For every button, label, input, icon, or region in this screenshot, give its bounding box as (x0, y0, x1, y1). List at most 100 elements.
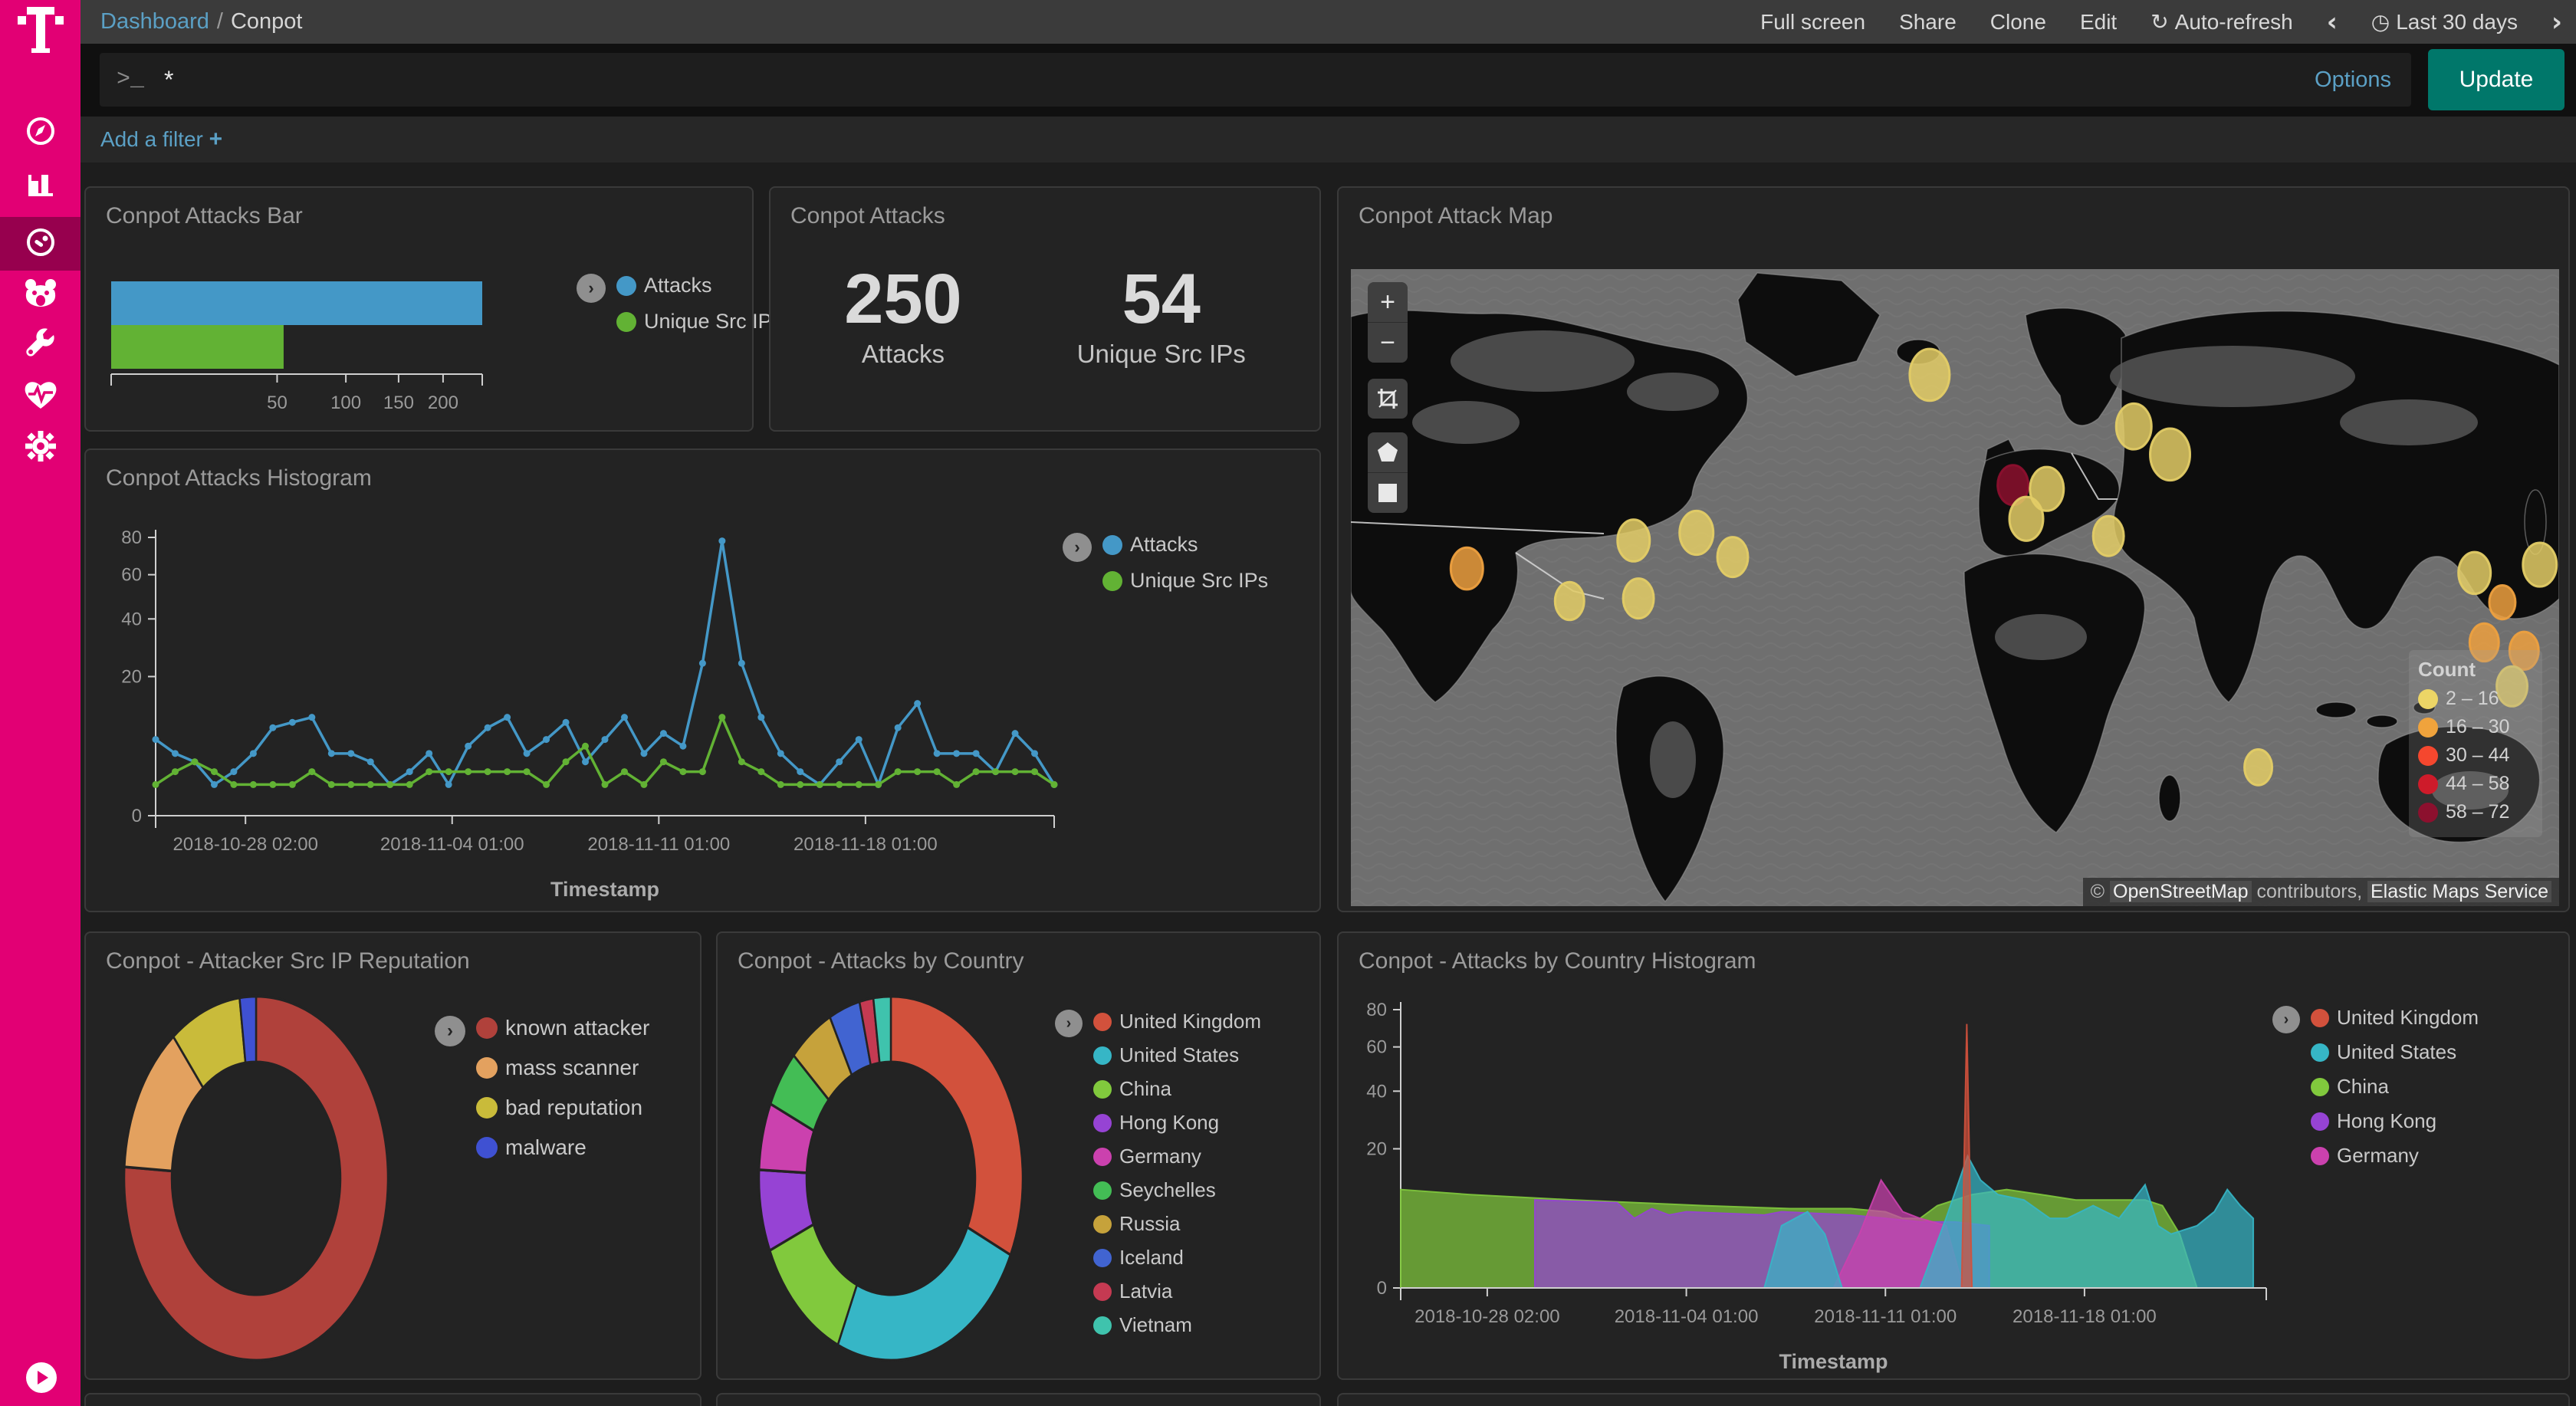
terminal-prompt-icon: >_ (117, 67, 145, 93)
svg-text:2018-11-11 01:00: 2018-11-11 01:00 (587, 834, 730, 855)
legend-item[interactable]: United States (1093, 1043, 1261, 1067)
menu-item[interactable]: Share (1899, 9, 1957, 34)
legend-item[interactable]: United Kingdom (2311, 1006, 2479, 1030)
legend-item[interactable]: United Kingdom (1093, 1010, 1261, 1033)
legend-item[interactable]: Germany (1093, 1145, 1261, 1168)
legend-item[interactable]: Iceland (1093, 1246, 1261, 1270)
svg-text:200: 200 (428, 393, 458, 413)
legend-label: Unique Src IPs (1130, 569, 1269, 592)
refresh-icon: ↻ (2150, 9, 2169, 34)
panel-title: Conpot Attacks Histogram (106, 465, 372, 491)
legend-item[interactable]: China (1093, 1077, 1261, 1101)
sidebar-item-monitoring[interactable] (0, 370, 80, 423)
legend-item[interactable]: mass scanner (476, 1056, 649, 1080)
legend-item[interactable]: Attacks (616, 274, 782, 297)
map-legend-item: 58 – 72 (2418, 801, 2533, 823)
legend-item[interactable]: United States (2311, 1040, 2479, 1064)
svg-text:Timestamp: Timestamp (550, 878, 659, 901)
menu-item-chevron-left-icon[interactable]: ‹ (2327, 9, 2338, 35)
options-link[interactable]: Options (2315, 67, 2391, 92)
attacks-bar-chart[interactable]: 50 100 150 200 (86, 188, 752, 430)
svg-text:2018-11-04 01:00: 2018-11-04 01:00 (380, 834, 524, 855)
sidebar-item-discover[interactable] (0, 106, 80, 159)
draw-rectangle-icon[interactable] (1368, 473, 1408, 513)
draw-polygon-icon[interactable] (1368, 432, 1408, 473)
country-donut-chart[interactable] (718, 933, 1319, 1378)
menu-item-chevron-right-icon[interactable]: › (2551, 9, 2562, 35)
zoom-out-button[interactable]: − (1380, 327, 1395, 357)
legend-toggle-chevron-icon[interactable]: › (1063, 533, 1092, 562)
legend-item[interactable]: malware (476, 1135, 649, 1160)
sidebar-item-tpot[interactable] (0, 268, 80, 322)
legend-item[interactable]: Unique Src IPs (616, 310, 782, 333)
top-navigation-bar: Dashboard / Conpot Full screen Share Clone Ed… (80, 0, 2576, 44)
svg-text:2018-11-18 01:00: 2018-11-18 01:00 (2013, 1306, 2157, 1327)
legend-item[interactable]: Unique Src IPs (1102, 569, 1268, 593)
country-area-chart[interactable]: 0 20 40 60 80 2018-10-28 02:00 2018-11-04 01:0… (1339, 933, 2568, 1378)
osm-link[interactable]: OpenStreetMap (2110, 881, 2252, 902)
map-legend-dot (2418, 717, 2438, 737)
legend-label: Germany (1119, 1145, 1201, 1168)
ems-link[interactable]: Elastic Maps Service (2367, 881, 2551, 902)
metric-unique-ips: 54 Unique Src IPs (1077, 260, 1246, 369)
legend-item[interactable]: bad reputation (476, 1096, 649, 1120)
world-map[interactable]: + − C (1351, 269, 2559, 906)
menu-item-refresh-icon[interactable]: ↻ Auto-refresh (2150, 9, 2293, 34)
breadcrumb-dashboard-link[interactable]: Dashboard (100, 9, 209, 34)
legend-item[interactable]: China (2311, 1075, 2479, 1099)
legend-color-dot (2311, 1008, 2329, 1027)
legend-color-dot (1093, 1079, 1112, 1099)
legend-label: Hong Kong (2337, 1109, 2437, 1132)
chevron-left-icon: ‹ (2326, 6, 2338, 38)
panel-title: Conpot - Attacks by Country Histogram (1359, 948, 1756, 974)
plus-icon: + (209, 126, 223, 152)
panel-title: Conpot - Attacker Src IP Reputation (106, 948, 470, 974)
legend-toggle-chevron-icon[interactable]: › (2272, 1006, 2300, 1033)
menu-item[interactable]: Edit (2079, 9, 2118, 34)
legend-item[interactable]: Latvia (1093, 1280, 1261, 1303)
legend-item[interactable]: Seychelles (1093, 1178, 1261, 1202)
map-draw-controls (1368, 432, 1408, 513)
sidebar-item-management[interactable] (0, 421, 80, 475)
legend-item[interactable]: Russia (1093, 1212, 1261, 1236)
map-legend-range: 2 – 16 (2446, 688, 2499, 709)
legend-color-dot (1102, 570, 1122, 591)
menu-item[interactable]: Full screen (1760, 9, 1866, 34)
panel-src-ip-reputation: Conpot - Attacker Src IP Reputation › kno… (84, 931, 702, 1380)
legend-item[interactable]: Hong Kong (1093, 1111, 1261, 1135)
legend-label: known attacker (505, 1016, 650, 1040)
legend-label: Unique Src IPs (644, 310, 783, 333)
menu-item-clock-icon[interactable]: ◷ Last 30 days (2371, 9, 2518, 34)
legend-item[interactable]: known attacker (476, 1016, 649, 1040)
legend-item[interactable]: Attacks (1102, 533, 1268, 557)
legend-item[interactable]: Germany (2311, 1144, 2479, 1168)
legend: › United Kingdom United States China Hong Ko… (2272, 1006, 2479, 1178)
sidebar-item-dashboard[interactable] (0, 217, 80, 271)
map-legend: Count 2 – 16 16 – 30 30 – 44 44 – 58 58 – 72 (2409, 650, 2542, 837)
legend-color-dot (1093, 1147, 1112, 1166)
panel-attacks-bar: Conpot Attacks Bar 50 100 150 200 › Attacks U… (84, 186, 782, 432)
legend-color-dot (476, 1017, 498, 1039)
sidebar-item-visualize[interactable] (0, 159, 80, 212)
clock-icon: ◷ (2371, 9, 2390, 34)
legend-toggle-chevron-icon[interactable]: › (435, 1016, 465, 1046)
legend-item[interactable]: Vietnam (1093, 1313, 1261, 1337)
sidebar-item-dev-tools[interactable] (0, 318, 80, 372)
legend-item[interactable]: Hong Kong (2311, 1109, 2479, 1133)
map-legend-item: 2 – 16 (2418, 688, 2533, 710)
telekom-logo[interactable] (0, 5, 80, 55)
chevron-right-icon: › (2551, 6, 2562, 38)
fit-bounds-crop-icon[interactable] (1368, 379, 1408, 419)
update-button[interactable]: Update (2428, 49, 2564, 110)
add-filter-link[interactable]: Add a filter + (100, 126, 223, 152)
attacks-line-chart[interactable]: 0 20 40 60 80 2018-10-28 02:00 2018-11-04 01:0… (86, 450, 1319, 911)
legend-color-dot (2311, 1077, 2329, 1096)
search-input[interactable]: >_ * Options (100, 53, 2411, 107)
monitoring-heartbeat-icon (24, 379, 58, 414)
play-icon[interactable] (26, 1362, 57, 1393)
legend-toggle-chevron-icon[interactable]: › (577, 274, 606, 303)
legend-toggle-chevron-icon[interactable]: › (1055, 1010, 1083, 1037)
reputation-donut-chart[interactable] (86, 933, 700, 1378)
zoom-in-button[interactable]: + (1368, 282, 1408, 323)
menu-item[interactable]: Clone (1990, 9, 2046, 34)
